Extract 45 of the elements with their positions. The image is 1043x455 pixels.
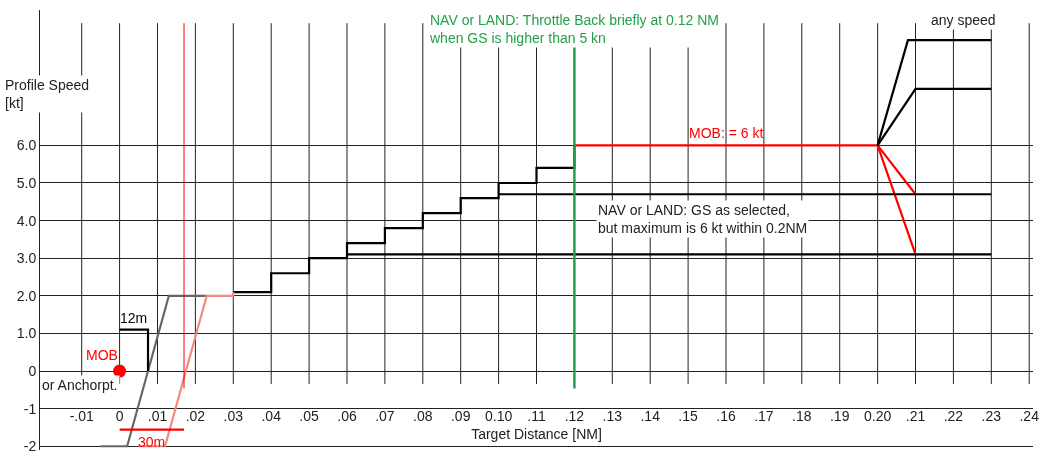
x-tick-label: .07 <box>375 408 395 424</box>
series-label: MOB: = 6 kt <box>689 125 764 141</box>
x-tick-label: .15 <box>678 408 699 424</box>
y-tick-label: 2.0 <box>16 287 37 304</box>
annotation: NAV or LAND: GS as selected, but maximum is 6 kt within 0.2NM <box>598 202 808 237</box>
x-tick-label: .23 <box>981 408 1002 424</box>
x-tick-label: .18 <box>792 408 812 424</box>
x-tick-label: .12 <box>564 408 585 424</box>
x-tick-label: .06 <box>337 408 357 424</box>
y-tick-label: 0 <box>28 362 37 379</box>
x-tick-label: .14 <box>640 408 661 424</box>
y-tick-label: 4.0 <box>16 212 37 229</box>
x-tick-label: .04 <box>261 408 282 424</box>
ref-line-label: NAV or LAND: Throttle Back briefly at 0.12 NM when GS is higher than 5 kn <box>429 12 719 47</box>
series-label: MOB <box>86 347 118 363</box>
y-tick-label: 5.0 <box>16 174 37 191</box>
x-tick-label: 0.10 <box>484 408 513 424</box>
x-tick-label: .08 <box>413 408 433 424</box>
annotation: or Anchorpt. <box>42 377 118 393</box>
x-tick-label: .11 <box>527 408 546 424</box>
x-tick-label: -.01 <box>69 408 94 424</box>
x-tick-label: .22 <box>943 408 964 424</box>
x-tick-label: .02 <box>185 408 206 424</box>
x-tick-label: 0.20 <box>863 408 892 424</box>
y-tick-label: 6.0 <box>16 137 37 154</box>
x-tick-label: .19 <box>829 408 850 424</box>
y-tick-label: -1 <box>23 400 37 417</box>
y-tick-label: -2 <box>23 438 37 455</box>
x-tick-label: .21 <box>905 408 926 424</box>
x-tick-label: .17 <box>754 408 774 424</box>
series-label: 12m <box>120 310 148 326</box>
x-axis-title: Target Distance [NM] <box>471 426 602 443</box>
y-axis-title: Profile Speed [kt] <box>5 77 90 112</box>
x-tick-label: .16 <box>716 408 736 424</box>
y-tick-label: 1.0 <box>16 325 37 342</box>
x-tick-label: .24 <box>1019 408 1040 424</box>
x-tick-label: .01 <box>147 408 168 424</box>
x-tick-label: .09 <box>450 408 471 424</box>
series-label: 30m <box>138 434 166 450</box>
x-tick-label: 0 <box>115 408 124 424</box>
x-tick-label: .05 <box>299 408 320 424</box>
x-tick-label: .03 <box>223 408 244 424</box>
x-tick-label: .13 <box>602 408 623 424</box>
annotation: any speed <box>931 12 996 28</box>
y-tick-label: 3.0 <box>16 250 37 267</box>
